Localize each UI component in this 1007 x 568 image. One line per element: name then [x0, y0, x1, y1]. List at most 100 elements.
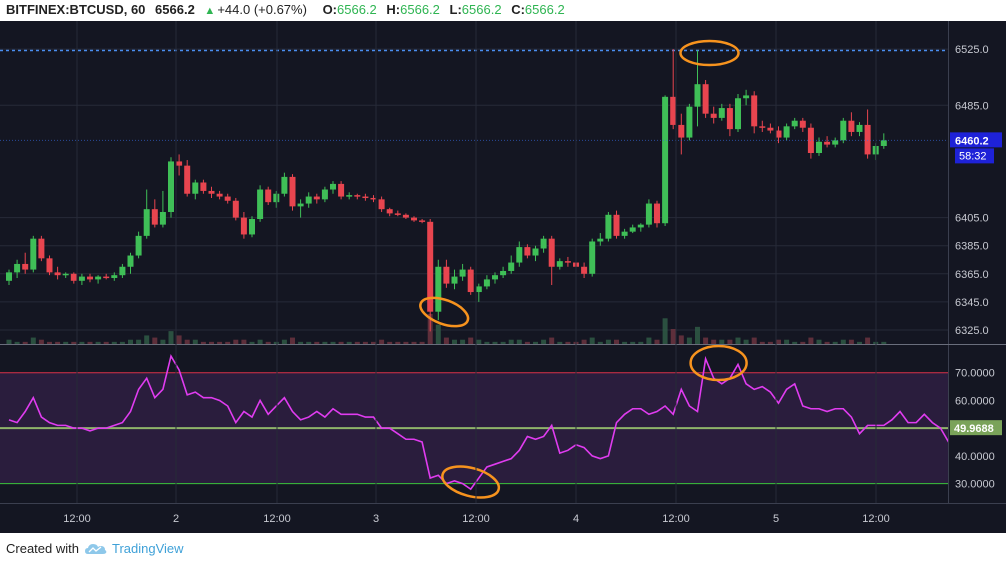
candle-body [443, 266, 450, 284]
volume-bar [743, 339, 749, 344]
annotation-ellipse [441, 465, 501, 499]
candle-body [411, 217, 417, 221]
candle-body [240, 217, 247, 235]
candle-body [362, 196, 369, 199]
candle-body [783, 126, 790, 138]
candle-body [564, 261, 571, 263]
volume-bar [71, 341, 77, 344]
candle-body [87, 276, 93, 280]
candle-body [629, 227, 636, 232]
volume-bar [832, 341, 838, 344]
candle-body [289, 176, 296, 207]
candle-body [46, 258, 53, 273]
candle-body [22, 263, 29, 270]
y-tick-label: 6345.0 [955, 297, 989, 309]
candle-body [799, 120, 806, 128]
rsi-y-tick-label: 40.0000 [955, 451, 995, 463]
change-value: ▲ +44.0 (+0.67%) [204, 2, 307, 17]
volume-bar [217, 341, 223, 344]
candle-body [556, 261, 563, 267]
price-label-box [950, 132, 1002, 148]
candle-body [856, 124, 863, 132]
volume-bar [379, 339, 385, 344]
rsi-y-tick-label: 30.0000 [955, 479, 995, 491]
candle-body [143, 209, 150, 236]
y-tick-label: 6485.0 [955, 100, 989, 112]
candle-body [224, 196, 231, 201]
volume-bar [136, 339, 142, 344]
volume-bar [14, 341, 20, 344]
candle-body [516, 247, 523, 263]
volume-bar [265, 341, 271, 344]
candle-body [151, 209, 158, 225]
candle-body [500, 270, 507, 276]
main-pane [0, 21, 948, 344]
candle-body [508, 262, 515, 271]
candle-body [767, 127, 774, 131]
rsi-line [8, 353, 966, 491]
volume-bar [87, 341, 93, 344]
rsi-y-tick-label: 60.0000 [955, 395, 995, 407]
y-tick-label: 6365.0 [955, 269, 989, 281]
volume-bar [460, 339, 466, 344]
candle-body [402, 214, 409, 218]
candle-body [338, 183, 345, 197]
candle-body [791, 120, 798, 127]
candle-body [273, 193, 280, 203]
candle-body [305, 196, 312, 204]
volume-bar [484, 341, 490, 344]
candle-body [313, 196, 320, 200]
candle-body [265, 189, 272, 203]
volume-bar [646, 337, 652, 344]
open-label: O: [322, 2, 338, 17]
volume-bar [557, 341, 563, 344]
candle-body [475, 286, 482, 293]
candle-body [78, 276, 85, 281]
high-label: H: [386, 2, 401, 17]
main-pane-background [0, 21, 948, 344]
x-tick-label: 2 [173, 513, 179, 525]
candle-body [62, 273, 69, 276]
candle-body [726, 108, 733, 130]
candle-body [427, 221, 434, 312]
chart-canvas[interactable]: 12:00 2 12:00 3 12:00 4 12:00 5 12:00 6525.0 6485.… [0, 0, 1007, 535]
volume-bar [338, 341, 344, 344]
candle-body [459, 269, 466, 277]
x-tick-label: 12:00 [862, 513, 890, 525]
candle-body [775, 130, 782, 138]
volume-bar [387, 341, 393, 344]
volume-bar [55, 341, 61, 344]
candle-body [70, 273, 77, 281]
volume-bar [233, 339, 239, 344]
candle-body [346, 195, 353, 197]
y-tick-label: 6385.0 [955, 241, 989, 253]
candle-body [135, 235, 142, 256]
volume-bar [184, 339, 190, 344]
volume-bar [808, 337, 814, 344]
candle-body [735, 98, 741, 130]
volume-bar [168, 331, 174, 344]
volume-bar [209, 341, 214, 344]
candle-body [702, 84, 709, 114]
candle-body [95, 276, 102, 280]
volume-bar [435, 324, 441, 344]
candle-body [281, 176, 288, 194]
last-price: 6566.2 [155, 2, 195, 17]
volume-bar [362, 341, 368, 344]
candle-body [710, 113, 717, 118]
candle-body [621, 231, 628, 236]
tradingview-link[interactable]: TradingView [84, 541, 184, 556]
volume-bar [6, 339, 12, 344]
x-tick-label: 12:00 [63, 513, 91, 525]
volume-bar [516, 339, 522, 344]
volume-bar [22, 341, 28, 344]
candle-body [581, 266, 588, 274]
candle-body [816, 141, 822, 154]
created-with-text: Created with [6, 541, 79, 556]
rsi-y-tick-label: 70.0000 [955, 368, 995, 380]
close-value: 6566.2 [524, 2, 565, 17]
annotation-ellipse [689, 344, 748, 382]
candle-body [662, 96, 669, 224]
candle-body [394, 213, 401, 215]
volume-bar [524, 341, 530, 344]
